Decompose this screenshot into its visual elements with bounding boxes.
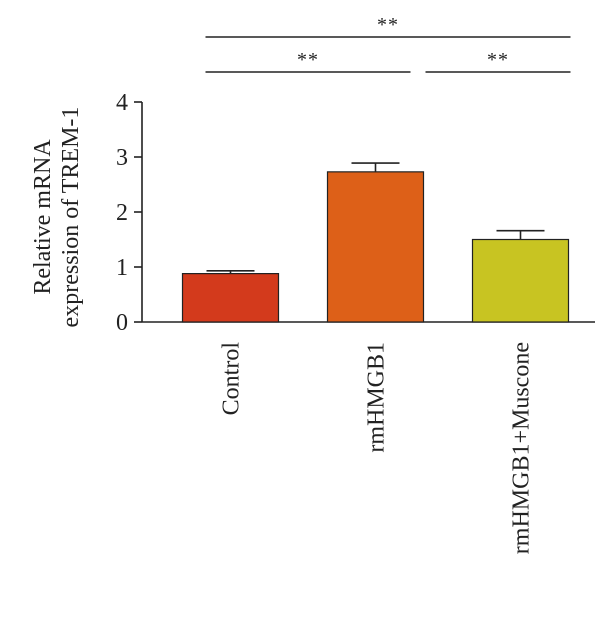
y-tick-label-1: 1 [116, 255, 128, 281]
sig-label-1: ** [487, 49, 509, 71]
y-tick-label-0: 0 [116, 310, 128, 336]
significance-brackets: ** ** ** [205, 14, 571, 73]
sig-label-0: ** [297, 49, 319, 71]
bar-control [181, 273, 280, 323]
bar-rmhmgb1 [326, 171, 425, 323]
y-axis-label-line-1: Relative mRNA [30, 139, 56, 295]
x-axis-labels: Control rmHMGB1 rmHMGB1+Muscone [219, 342, 535, 555]
y-tick-label-3: 3 [116, 145, 128, 171]
x-tick-label-2: rmHMGB1+Muscone [509, 342, 535, 554]
y-tick-label-2: 2 [116, 200, 128, 226]
x-tick-label-0: Control [219, 342, 245, 416]
y-axis-label-line-2: expression of TREM-1 [58, 107, 84, 328]
bar-rmhmgb1-muscone [471, 238, 570, 323]
y-tick-label-4: 4 [116, 90, 128, 116]
sig-label-2: ** [377, 14, 399, 36]
x-tick-label-1: rmHMGB1 [364, 342, 390, 453]
bars [181, 162, 570, 323]
